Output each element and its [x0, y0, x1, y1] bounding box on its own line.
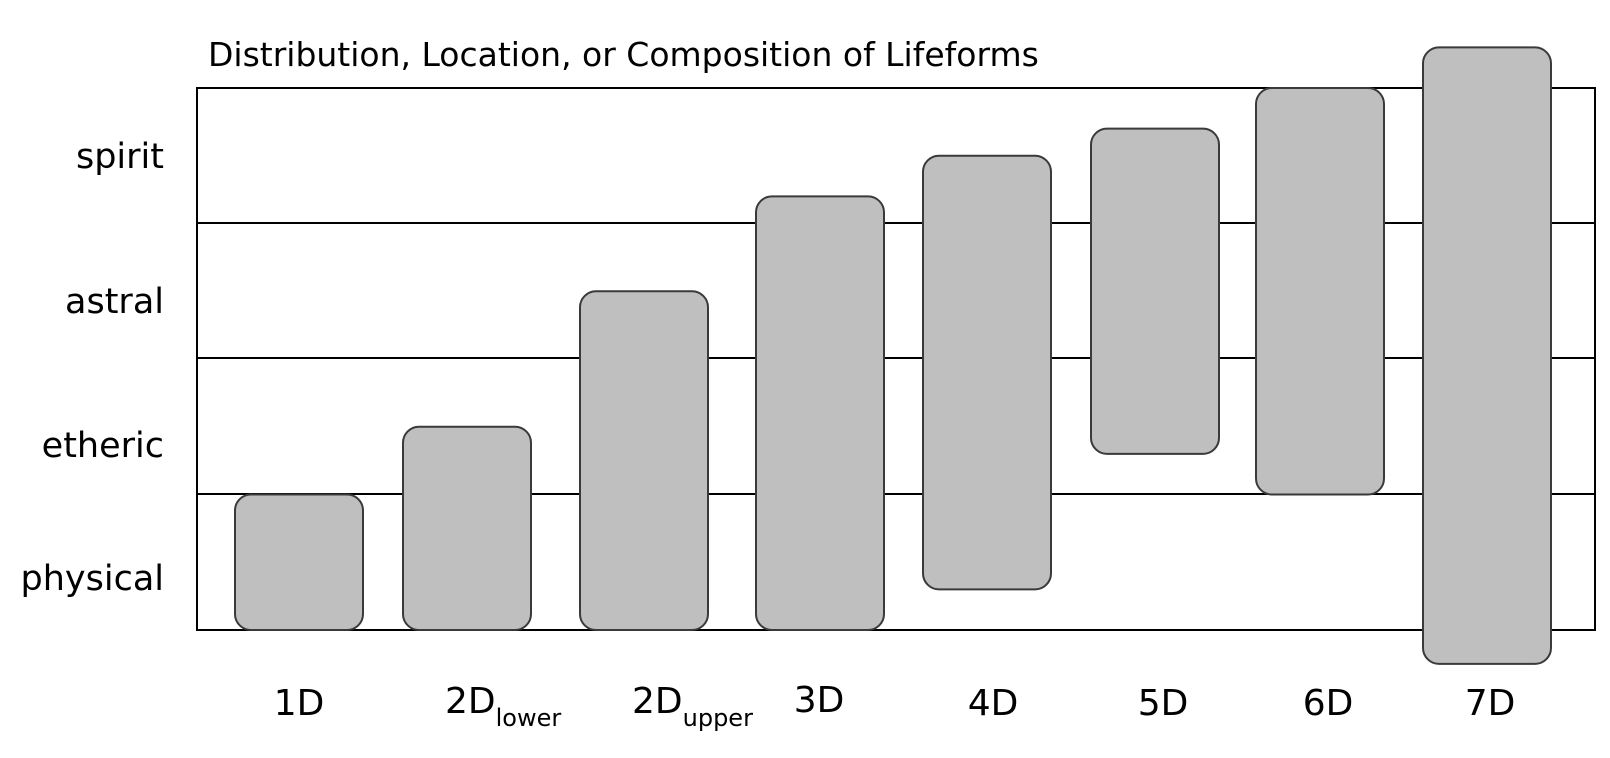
- bar-3d: [755, 195, 885, 631]
- dimension-bars: [234, 46, 1552, 665]
- column-label-2d-lower: 2Dlower: [445, 681, 561, 732]
- row-label-physical: physical: [21, 559, 165, 599]
- row-label-etheric: etheric: [42, 426, 164, 466]
- bar-7d: [1422, 46, 1552, 665]
- column-labels: 1D 2Dlower 2Dupper 3D 4D 5D 6D 7D: [274, 680, 1516, 732]
- column-label-1d: 1D: [274, 683, 325, 724]
- bar-6d: [1255, 87, 1385, 496]
- bar-2d-upper: [579, 290, 709, 631]
- column-label-7d: 7D: [1465, 683, 1516, 724]
- column-label-5d: 5D: [1138, 683, 1189, 724]
- column-label-6d: 6D: [1303, 683, 1354, 724]
- diagram-title: Distribution, Location, or Composition o…: [208, 35, 1039, 74]
- bar-4d: [922, 154, 1052, 591]
- bar-1d: [234, 493, 364, 631]
- bar-2d-lower: [402, 425, 532, 631]
- bar-5d: [1090, 127, 1220, 455]
- column-label-2d-upper: 2Dupper: [632, 681, 753, 732]
- row-label-spirit: spirit: [76, 137, 164, 177]
- column-label-3d: 3D: [794, 680, 845, 721]
- row-label-astral: astral: [65, 282, 164, 322]
- row-labels: spirit astral etheric physical: [21, 137, 165, 599]
- column-label-4d: 4D: [968, 683, 1019, 724]
